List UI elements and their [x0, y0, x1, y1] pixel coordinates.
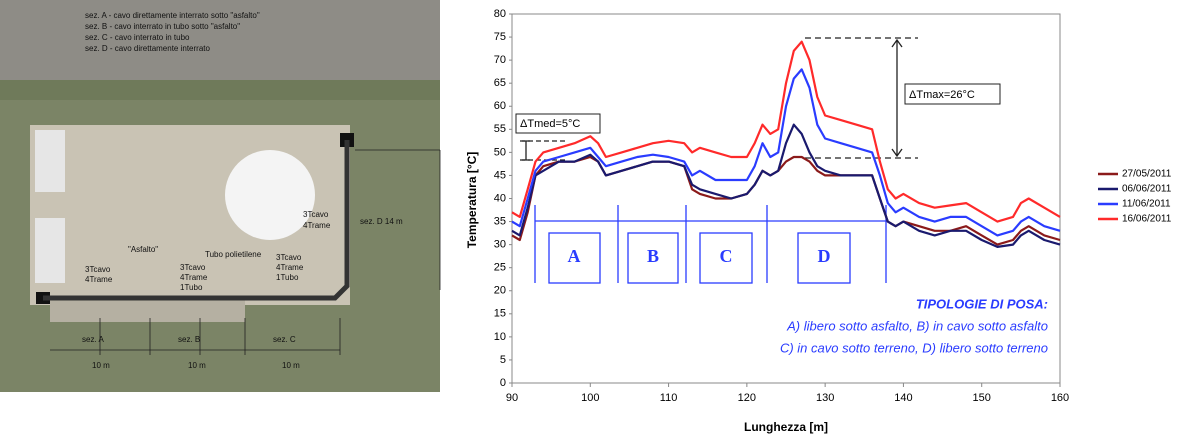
x-tick-label: 120 — [738, 392, 756, 404]
asphalt-strip — [50, 300, 245, 322]
series-line — [511, 155, 1061, 246]
section-markers — [534, 205, 887, 284]
x-tick-label: 90 — [506, 392, 518, 404]
aerial-photo — [0, 0, 441, 392]
photo-label: sez. C — [273, 335, 296, 344]
y-tick-label: 20 — [494, 285, 506, 297]
y-tick-label: 50 — [494, 146, 506, 158]
photo-legend: sez. A - cavo direttamente interrato sot… — [85, 11, 260, 20]
verge — [0, 80, 440, 100]
photo-label: sez. A — [82, 335, 104, 344]
y-tick-label: 10 — [494, 331, 506, 343]
x-tick-label: 140 — [894, 392, 912, 404]
annotation: ΔTmax=26°C — [909, 89, 975, 101]
dimension-lines — [50, 149, 441, 355]
legend-label: 27/05/2011 — [1122, 169, 1172, 180]
x-tick-label: 150 — [973, 392, 991, 404]
photo-label: 3Tcavo — [303, 210, 329, 219]
y-tick-label: 60 — [494, 100, 506, 112]
building — [35, 130, 65, 192]
legend-label: 11/06/2011 — [1122, 199, 1171, 210]
series-line — [511, 123, 1061, 248]
photo-legend: sez. C - cavo interrato in tubo — [85, 33, 190, 42]
y-tick-label: 5 — [500, 354, 506, 366]
section-label: D — [818, 246, 831, 266]
photo-label: 1Tubo — [276, 273, 299, 282]
y-tick-label: 35 — [494, 215, 506, 227]
photo-legend: sez. B - cavo interrato in tubo sotto "a… — [85, 22, 240, 31]
y-tick-label: 65 — [494, 77, 506, 89]
photo-label: 4Trame — [85, 275, 113, 284]
building — [35, 218, 65, 283]
photo-label: 1Tubo — [180, 283, 203, 292]
note: A) libero sotto asfalto, B) in cavo sott… — [786, 318, 1048, 333]
y-tick-label: 75 — [494, 31, 506, 43]
y-tick-label: 0 — [500, 377, 506, 389]
x-tick-label: 160 — [1051, 392, 1069, 404]
photo-label: 3Tcavo — [276, 253, 302, 262]
section-label: B — [647, 246, 659, 266]
chart: Lunghezza [m] Temperatura [°C] — [465, 13, 1061, 434]
y-tick-label: 25 — [494, 262, 506, 274]
y-tick-label: 30 — [494, 239, 506, 251]
section-label: C — [720, 246, 733, 266]
series-line — [511, 68, 1061, 237]
delta-markers — [515, 37, 1001, 161]
photo-label: 4Trame — [276, 263, 304, 272]
x-tick-label: 110 — [660, 392, 678, 404]
photo-label: 10 m — [92, 361, 110, 370]
photo-label: sez. B — [178, 335, 200, 344]
y-tick-label: 45 — [494, 169, 506, 181]
section-label: A — [568, 246, 581, 266]
x-axis-title: Lunghezza [m] — [744, 420, 828, 434]
cable-route — [43, 140, 350, 301]
photo-label: 10 m — [282, 361, 300, 370]
photo-label: 3Tcavo — [85, 265, 111, 274]
legend-label: 06/06/2011 — [1122, 184, 1172, 195]
y-tick-label: 55 — [494, 123, 506, 135]
photo-label: 10 m — [188, 361, 206, 370]
y-tick-label: 40 — [494, 192, 506, 204]
y-axis-title: Temperatura [°C] — [465, 152, 479, 249]
y-tick-label: 80 — [494, 8, 506, 20]
x-tick-label: 100 — [581, 392, 599, 404]
road — [0, 0, 440, 80]
y-tick-label: 15 — [494, 308, 506, 320]
photo-label: 3Tcavo — [180, 263, 206, 272]
photo-label: sez. D 14 m — [360, 217, 403, 226]
note: C) in cavo sotto terreno, D) libero sott… — [780, 340, 1048, 355]
photo-label: Tubo polietilene — [205, 250, 262, 259]
photo-label: 4Trame — [303, 221, 331, 230]
note: TIPOLOGIE DI POSA: — [916, 296, 1048, 311]
annotation: ΔTmed=5°C — [520, 118, 580, 130]
photo-label: "Asfalto" — [128, 245, 158, 254]
tank — [225, 150, 315, 240]
photo-label: 4Trame — [180, 273, 208, 282]
legend-label: 16/06/2011 — [1122, 214, 1172, 225]
y-tick-label: 70 — [494, 54, 506, 66]
series-line — [511, 40, 1061, 223]
x-tick-label: 130 — [816, 392, 834, 404]
photo-legend: sez. D - cavo direttamente interrato — [85, 44, 210, 53]
